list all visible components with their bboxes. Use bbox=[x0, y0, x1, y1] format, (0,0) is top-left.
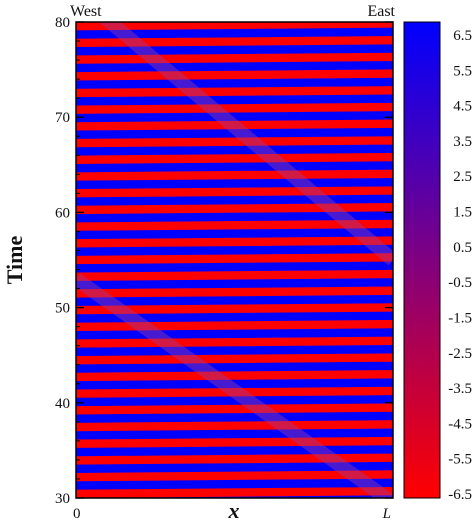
x-axis-title: x bbox=[228, 498, 240, 523]
heatmap-stripe bbox=[76, 94, 393, 106]
y-tick-label: 60 bbox=[55, 205, 70, 221]
colorbar-tick-label: 3.5 bbox=[453, 134, 472, 150]
corner-label-west: West bbox=[70, 3, 102, 20]
colorbar bbox=[403, 21, 441, 499]
x-tick-label: 0 bbox=[73, 506, 81, 522]
plot-frame bbox=[75, 21, 394, 499]
heatmap-stripe bbox=[76, 461, 393, 473]
colorbar-tick-label: 0.5 bbox=[453, 240, 472, 256]
heatmap-stripe bbox=[76, 77, 393, 89]
colorbar-tick-label: -0.5 bbox=[448, 275, 472, 291]
heatmap-stripe bbox=[76, 127, 393, 139]
y-tick-label: 30 bbox=[55, 491, 70, 507]
colorbar-tick-label: -6.5 bbox=[448, 487, 472, 503]
corner-label-east: East bbox=[367, 3, 395, 20]
colorbar-tick-label: 1.5 bbox=[453, 205, 472, 221]
heatmap-stripe bbox=[76, 311, 393, 323]
heatmap-stripe bbox=[76, 411, 393, 423]
heatmap-stripe bbox=[76, 61, 393, 73]
heatmap-stripe bbox=[76, 395, 393, 407]
heatmap-stripe bbox=[76, 294, 393, 306]
heatmap-stripe bbox=[76, 361, 393, 373]
heatmap-stripe bbox=[76, 111, 393, 123]
heatmap-background bbox=[76, 22, 393, 498]
heatmap-stripe bbox=[76, 244, 393, 256]
heatmap-stripe bbox=[76, 177, 393, 190]
heatmap-stripe bbox=[76, 345, 393, 357]
y-axis: 30 40 50 60 70 80 bbox=[55, 15, 393, 507]
heatmap-stripe bbox=[76, 261, 393, 273]
heatmap-stripe bbox=[76, 278, 393, 290]
x-tick-label: L bbox=[382, 506, 391, 522]
colorbar-tick-label: -5.5 bbox=[448, 452, 472, 468]
heatmap-stripe bbox=[76, 44, 393, 56]
colorbar-ticks: 6.5 5.5 4.5 3.5 2.5 1.5 0.5 -0.5 -1.5 -2.5 -3.5 -4.… bbox=[448, 28, 472, 503]
colorbar-tick-label: 2.5 bbox=[453, 169, 472, 185]
heatmap-stripes bbox=[76, 11, 393, 498]
colorbar-tick-label: -4.5 bbox=[448, 416, 472, 432]
colorbar-tick-label: 5.5 bbox=[453, 63, 472, 79]
y-axis-title: Time bbox=[2, 236, 27, 285]
heatmap-stripe bbox=[76, 211, 393, 223]
colorbar-tick-label: -2.5 bbox=[448, 346, 472, 362]
heatmap-stripe bbox=[76, 27, 393, 39]
heatmap-defects bbox=[76, 22, 393, 498]
colorbar-tick-label: -3.5 bbox=[448, 381, 472, 397]
heatmap-stripe bbox=[76, 161, 393, 173]
colorbar-tick-label: -1.5 bbox=[448, 310, 472, 326]
y-tick-label: 80 bbox=[55, 15, 70, 31]
heatmap-stripe bbox=[76, 194, 393, 206]
colorbar-tick-label: 6.5 bbox=[453, 28, 472, 44]
heatmap-stripe bbox=[76, 378, 393, 390]
y-tick-label: 70 bbox=[55, 110, 70, 126]
heatmap-stripe bbox=[76, 228, 393, 240]
heatmap-stripe bbox=[76, 445, 393, 457]
defect-line-upper bbox=[99, 22, 393, 266]
y-tick-label: 50 bbox=[55, 301, 70, 317]
heatmap-stripe bbox=[76, 11, 393, 22]
heatmap-stripe bbox=[76, 144, 393, 156]
colorbar-tick-label: 4.5 bbox=[453, 99, 472, 115]
defect-line-lower bbox=[76, 273, 393, 498]
heatmap-stripe bbox=[76, 428, 393, 440]
y-tick-label: 40 bbox=[55, 396, 70, 412]
heatmap-stripe bbox=[76, 328, 393, 340]
heatmap-stripe bbox=[76, 478, 393, 490]
heatmap-field bbox=[76, 11, 393, 498]
